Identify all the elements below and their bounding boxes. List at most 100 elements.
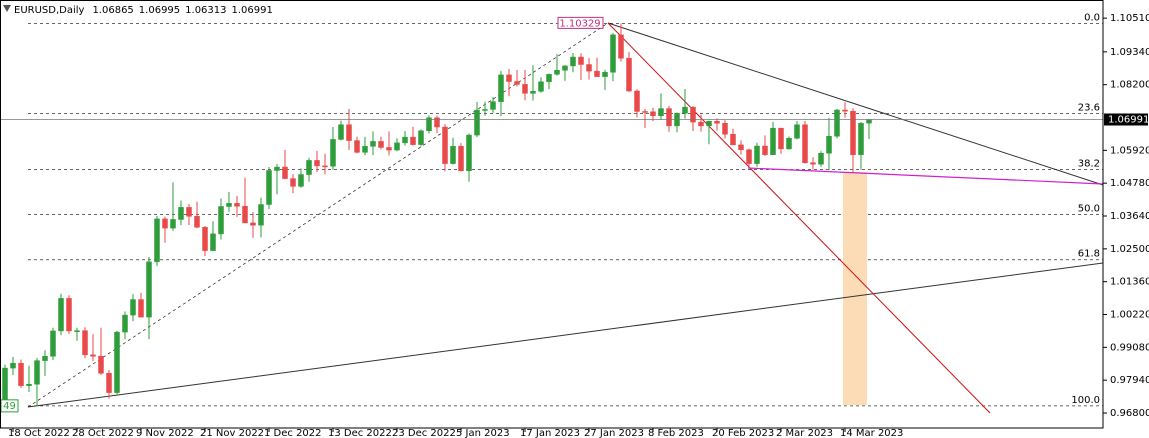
- candle-body: [634, 90, 640, 112]
- candle-body: [762, 145, 768, 155]
- candle-body: [298, 174, 304, 187]
- x-tick-label: 14 Mar 2023: [840, 428, 903, 438]
- candles: [2, 23, 872, 406]
- candle-body: [490, 101, 496, 110]
- candle-body: [178, 207, 184, 220]
- candle-body: [346, 124, 352, 141]
- candle-body: [42, 356, 48, 361]
- candle-body: [426, 117, 432, 132]
- candle-body: [706, 121, 712, 127]
- candle-body: [114, 331, 120, 393]
- candle-body: [594, 70, 600, 77]
- candle-body: [242, 205, 248, 224]
- candle-body: [250, 222, 256, 226]
- candle-body: [370, 141, 376, 147]
- candle-body: [618, 34, 624, 59]
- candle-body: [506, 74, 512, 82]
- y-tick-label: 1.08200: [1110, 80, 1149, 91]
- x-tick-label: 27 Jan 2023: [584, 428, 644, 438]
- candle-body: [322, 165, 328, 168]
- candle-body: [730, 133, 736, 146]
- candle-body: [362, 146, 368, 153]
- trend-line: [607, 22, 1104, 186]
- candle-body: [714, 121, 720, 124]
- candle-body: [386, 147, 392, 151]
- candle-body: [818, 152, 824, 165]
- candle-body: [338, 124, 344, 140]
- candle-body: [578, 56, 584, 65]
- candle-body: [2, 367, 8, 401]
- candle-body: [738, 144, 744, 151]
- fib-high-label: 1.10329: [559, 18, 600, 29]
- candle-body: [770, 127, 776, 155]
- candle-body: [802, 124, 808, 163]
- x-tick-label: 28 Oct 2022: [72, 428, 134, 438]
- candle-body: [842, 109, 848, 112]
- fib-level-label: 61.8: [1078, 249, 1100, 260]
- candle-body: [786, 138, 792, 150]
- candle-body: [482, 109, 488, 111]
- fib-trend-line: [27, 22, 609, 408]
- close-value: 1.06991: [232, 5, 273, 16]
- candle-body: [826, 135, 832, 154]
- candle-body: [106, 373, 112, 393]
- candle-body: [530, 91, 536, 94]
- x-tick-label: 20 Feb 2023: [712, 428, 774, 438]
- y-tick-label: 1.10510: [1110, 13, 1149, 24]
- candle-body: [10, 362, 16, 369]
- candle-body: [66, 298, 72, 332]
- candle-body: [34, 360, 40, 385]
- candle-body: [682, 106, 688, 114]
- open-value: 1.06865: [92, 5, 133, 16]
- candle-body: [498, 74, 504, 102]
- candle-body: [586, 64, 592, 72]
- candle-body: [146, 261, 152, 318]
- candle-body: [290, 178, 296, 187]
- candle-body: [410, 136, 416, 145]
- candle-body: [442, 126, 448, 164]
- fib-level-label: 50.0: [1078, 204, 1100, 215]
- candle-body: [330, 139, 336, 167]
- candle-body: [866, 119, 872, 124]
- candle-body: [554, 70, 560, 75]
- trend-line: [607, 22, 991, 414]
- candle-body: [602, 72, 608, 77]
- candle-body: [218, 206, 224, 235]
- candle-body: [306, 160, 312, 175]
- y-tick-label: 1.01360: [1110, 277, 1149, 288]
- candle-body: [690, 106, 696, 123]
- candle-body: [850, 110, 856, 155]
- candle-body: [314, 160, 320, 167]
- x-tick-label: 8 Feb 2023: [648, 428, 704, 438]
- candle-body: [570, 56, 576, 67]
- symbol: EURUSD,Daily: [14, 5, 85, 16]
- trend-line: [747, 167, 1104, 185]
- candle-body: [26, 383, 32, 386]
- candle-body: [450, 146, 456, 164]
- x-tick-label: 9 Nov 2022: [136, 428, 194, 438]
- plot-frame: [0, 0, 1104, 429]
- fib-level-label: 0.0: [1084, 12, 1100, 23]
- candle-body: [170, 219, 176, 229]
- highlight-zone: [843, 172, 867, 405]
- y-tick-label: 0.99080: [1110, 342, 1149, 353]
- candle-body: [282, 166, 288, 179]
- candle-body: [418, 130, 424, 145]
- candle-body: [402, 136, 408, 144]
- candle-body: [90, 354, 96, 357]
- candle-body: [458, 146, 464, 172]
- overlay: 1.10329 49: [0, 16, 1103, 413]
- x-tick-label: 18 Oct 2022: [8, 428, 70, 438]
- header-icon: [3, 5, 11, 12]
- y-tick-label: 1.05920: [1110, 145, 1149, 156]
- candle-body: [378, 141, 384, 148]
- candle-body: [234, 203, 240, 207]
- x-tick-label: 17 Jan 2023: [520, 428, 580, 438]
- candle-body: [810, 162, 816, 165]
- candle-body: [754, 145, 760, 164]
- candle-body: [82, 330, 88, 356]
- fib-level-label: 38.2: [1078, 158, 1100, 169]
- x-tick-label: 5 Jan 2023: [456, 428, 510, 438]
